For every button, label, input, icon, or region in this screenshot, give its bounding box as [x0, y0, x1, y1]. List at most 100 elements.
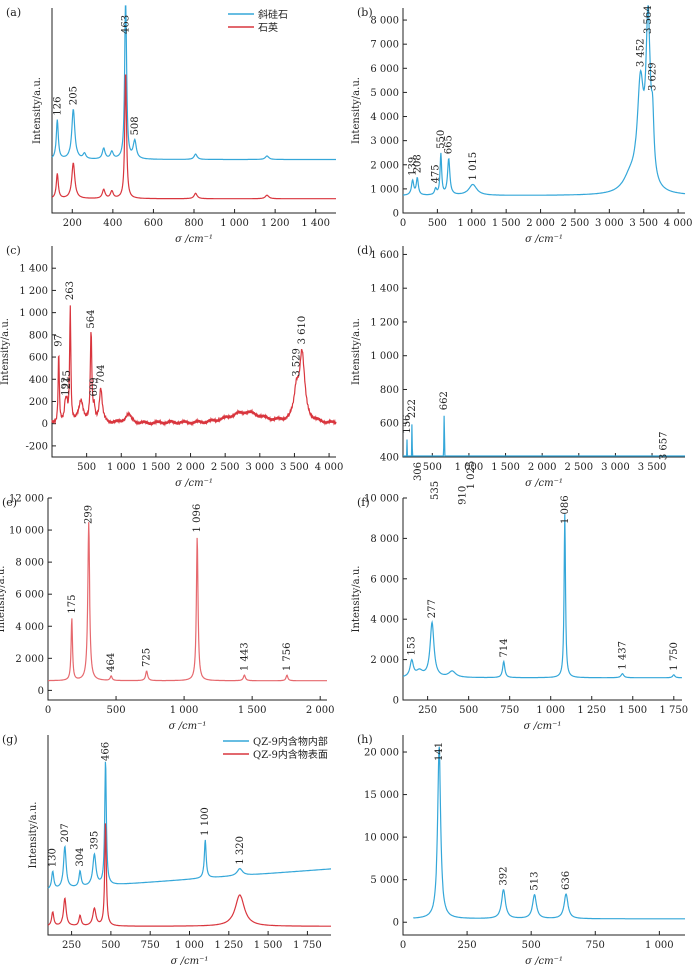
x-tick-label: 1 000 — [170, 705, 199, 716]
panel-label: (g) — [2, 733, 18, 746]
panel-e: (e) 0 500 1 000 1 500 2 000 0 2 000 4 000 6 000 8 … — [0, 494, 335, 733]
x-tick-label: 200 — [63, 218, 82, 229]
y-tick-label: 4 000 — [15, 622, 44, 633]
peak-label: 1 100 — [200, 807, 211, 836]
peak-label: 3 629 — [648, 62, 659, 91]
peak-label: 3 529 — [291, 348, 302, 377]
y-tick-label: 8 000 — [370, 16, 399, 27]
peak-label: 175 — [67, 594, 78, 613]
peak-label: 704 — [96, 365, 107, 384]
peak-label: 725 — [142, 648, 153, 667]
x-tick-label: 1 500 — [238, 705, 267, 716]
x-tick-label: 3 500 — [629, 218, 658, 229]
peak-label: 1 750 — [669, 642, 680, 671]
series-line-0 — [51, 305, 337, 427]
x-tick-label: 1 000 — [220, 218, 249, 229]
x-tick-label: 500 — [423, 462, 442, 473]
y-tick-label: 1 200 — [19, 286, 48, 297]
peak-label: 662 — [439, 391, 450, 410]
x-tick-label: 750 — [141, 940, 160, 951]
x-tick-label: 2 000 — [528, 462, 557, 473]
y-axis-label: Intensity/a.u. — [28, 802, 39, 869]
peak-label: 475 — [431, 164, 442, 183]
peak-label: 466 — [101, 742, 112, 761]
y-tick-label: 10 000 — [364, 494, 399, 505]
series-line-1 — [51, 74, 336, 200]
y-tick-label: 6 000 — [370, 574, 399, 585]
panel-label: (c) — [6, 244, 21, 257]
y-tick-label: 1 400 — [370, 284, 399, 295]
peak-label: 464 — [106, 653, 117, 672]
panel-d: (d) 500 1 000 1 500 2 000 2 500 3 000 3 500 400 6… — [351, 244, 685, 505]
y-tick-label: 8 000 — [370, 534, 399, 545]
x-axis-label: σ /cm⁻¹ — [525, 234, 563, 245]
series-line-0 — [403, 5, 686, 196]
peak-label: 208 — [412, 154, 423, 173]
x-tick-label: 1 250 — [214, 940, 243, 951]
peak-label: 1 025 — [466, 461, 477, 490]
x-tick-label: 2 500 — [564, 462, 593, 473]
x-tick-label: 1 000 — [536, 705, 565, 716]
y-tick-label: 400 — [380, 453, 399, 464]
y-tick-label: 2 000 — [370, 160, 399, 171]
x-tick-label: 2 000 — [306, 705, 335, 716]
series-line-0 — [51, 5, 336, 161]
peak-label: 513 — [530, 872, 541, 891]
x-tick-label: 2 000 — [526, 218, 555, 229]
peak-label: 304 — [75, 847, 86, 866]
series-line-0 — [403, 415, 685, 457]
x-tick-label: 1 000 — [107, 462, 136, 473]
y-tick-label: 6 000 — [370, 64, 399, 75]
y-tick-label: 0 — [393, 696, 399, 707]
peak-label: 535 — [430, 481, 441, 500]
series-line-0 — [413, 746, 685, 920]
y-tick-label: 0 — [393, 918, 399, 929]
peak-label: 463 — [121, 15, 132, 34]
x-tick-label: 0 — [400, 218, 406, 229]
peak-label: 1 096 — [192, 504, 203, 533]
y-tick-label: -200 — [26, 441, 48, 452]
axis-frame — [47, 735, 331, 936]
peak-label: 3 657 — [659, 432, 670, 461]
x-tick-label: 1 750 — [293, 940, 322, 951]
peak-label: 299 — [84, 505, 95, 524]
x-tick-label: 2 000 — [176, 462, 205, 473]
x-tick-label: 750 — [586, 940, 605, 951]
x-tick-label: 1 500 — [618, 705, 647, 716]
peak-label: 665 — [444, 135, 455, 154]
panel-b: (b) 0 500 1 000 1 500 2 000 2 500 3 000 3 500 4 0… — [351, 5, 692, 245]
panel-label: (h) — [357, 733, 373, 746]
axis-frame — [51, 246, 336, 458]
x-tick-label: 750 — [500, 705, 519, 716]
y-tick-label: 0 — [42, 419, 48, 430]
y-tick-label: 1 000 — [19, 308, 48, 319]
y-tick-label: 3 000 — [370, 136, 399, 147]
x-tick-label: 250 — [458, 940, 477, 951]
y-tick-label: 5 000 — [370, 875, 399, 886]
peak-label: 636 — [561, 871, 572, 890]
x-tick-label: 400 — [103, 218, 122, 229]
y-tick-label: 400 — [29, 375, 48, 386]
x-tick-label: 250 — [62, 940, 81, 951]
y-tick-label: 1 600 — [370, 250, 399, 261]
axis-frame — [402, 246, 685, 458]
panel-label: (f) — [357, 496, 370, 509]
x-tick-label: 1 250 — [577, 705, 606, 716]
x-tick-label: 500 — [522, 940, 541, 951]
y-tick-label: 800 — [380, 385, 399, 396]
y-tick-label: 15 000 — [364, 790, 399, 801]
x-axis-label: σ /cm⁻¹ — [169, 721, 207, 732]
peak-label: 126 — [52, 96, 63, 115]
series-line-1 — [47, 823, 331, 927]
peak-label: 141 — [434, 742, 445, 761]
x-tick-label: 1 750 — [659, 705, 688, 716]
peak-label: 1 443 — [239, 642, 250, 671]
peak-label: 222 — [407, 399, 418, 418]
y-tick-label: 1 400 — [19, 264, 48, 275]
y-axis-label: Intensity/a.u. — [351, 566, 362, 633]
y-tick-label: 4 000 — [370, 112, 399, 123]
y-tick-label: 1 200 — [370, 317, 399, 328]
legend-label: 石英 — [258, 21, 278, 34]
peak-label: 910 — [457, 486, 468, 505]
axis-frame — [402, 498, 682, 701]
